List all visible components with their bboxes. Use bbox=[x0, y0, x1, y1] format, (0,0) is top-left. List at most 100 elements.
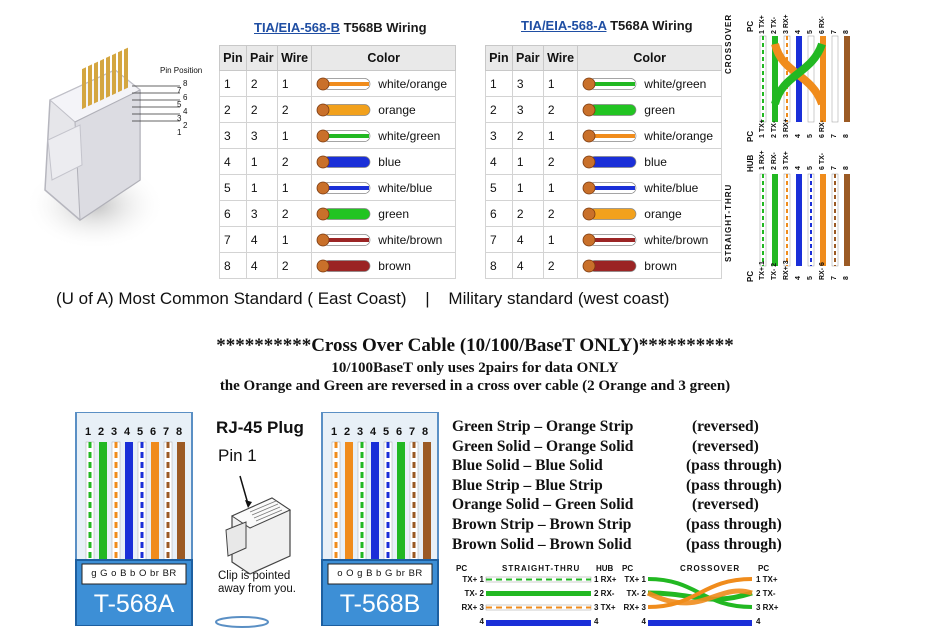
color-label: white/green bbox=[378, 128, 441, 143]
color-label: orange bbox=[644, 206, 682, 221]
side-pin-label: 4 bbox=[795, 276, 802, 280]
side-pin-label: 7 bbox=[831, 276, 838, 280]
wire-cell: 2 bbox=[276, 96, 313, 123]
wire-swatch-group: white/green bbox=[316, 129, 449, 143]
wire-color-swatch-icon bbox=[582, 155, 637, 168]
side-pin-label: 1 TX+ bbox=[759, 119, 766, 138]
bottom-pin-label: 1 TX+ bbox=[756, 575, 778, 584]
side-pin-label: 6 RX- bbox=[819, 16, 826, 34]
color-label: white/blue bbox=[644, 180, 699, 195]
pair-cell: 2 bbox=[511, 200, 544, 227]
pair-cell: 4 bbox=[245, 252, 278, 279]
color-cell: white/orange bbox=[577, 122, 722, 149]
pair-mapping-text: Brown Solid – Brown Solid bbox=[452, 535, 632, 553]
side-pin-label: 6 RX- bbox=[819, 120, 826, 138]
table-row: 3 2 1 white/orange bbox=[485, 122, 722, 149]
table-row: 7 4 1 white/brown bbox=[485, 226, 722, 253]
pin-cell: 5 bbox=[219, 174, 247, 201]
column-header: Pair bbox=[245, 45, 278, 71]
wire-cell: 2 bbox=[276, 148, 313, 175]
pin-cell: 8 bbox=[485, 252, 513, 279]
side-pin-label: 8 bbox=[843, 166, 850, 170]
wire-cell: 1 bbox=[542, 70, 579, 97]
caption-east-coast: (U of A) Most Common Standard ( East Coa… bbox=[56, 289, 407, 308]
column-header: Color bbox=[577, 45, 722, 71]
side-pc-top-label: PC bbox=[746, 20, 755, 32]
side-pin-label: 5 bbox=[807, 134, 814, 138]
bottom-crossover-wires bbox=[646, 577, 753, 626]
color-label: white/orange bbox=[644, 128, 714, 143]
pin-number-5: 5 bbox=[177, 100, 182, 109]
side-pin-label: 1 RX+ bbox=[759, 150, 766, 170]
color-cell: green bbox=[311, 200, 456, 227]
pin-number-2: 2 bbox=[183, 121, 188, 130]
wire-swatch-group: orange bbox=[582, 207, 715, 221]
wire-cell: 2 bbox=[542, 148, 579, 175]
rj45-pin1-label: Pin 1 bbox=[218, 446, 257, 465]
pair-mapping-list: Green Strip – Orange Strip (reversed) Gree… bbox=[452, 418, 812, 558]
wire-cell: 1 bbox=[276, 122, 313, 149]
wire-color-swatch-icon bbox=[316, 181, 371, 194]
wire-swatch-group: white/orange bbox=[582, 129, 715, 143]
wire-swatch-group: white/green bbox=[582, 77, 715, 91]
wire-color-swatch-icon bbox=[316, 129, 371, 142]
bottom-pin-label: TX+ 1 bbox=[462, 575, 484, 584]
t568a-table-container: Pin Pair Wire Color 1 3 1 white/green 2 3 2 green 3 2… bbox=[485, 45, 722, 279]
connector-pin-number: 6 bbox=[396, 426, 403, 438]
pin-cell: 2 bbox=[485, 96, 513, 123]
side-crossover-label: CROSSOVER bbox=[724, 13, 733, 74]
wire-color-swatch-icon bbox=[316, 207, 371, 220]
pair-cell: 4 bbox=[511, 226, 544, 253]
color-cell: orange bbox=[311, 96, 456, 123]
wire-swatch-group: green bbox=[316, 207, 449, 221]
rj45-clip-note: Clip is pointed away from you. bbox=[218, 570, 296, 595]
side-pc-bottom-label: PC bbox=[746, 270, 755, 282]
wire-swatch-group: white/brown bbox=[316, 233, 449, 247]
wire-color-swatch-icon bbox=[582, 259, 637, 272]
side-pin-label: 3 RX+ bbox=[783, 118, 790, 138]
pin-cell: 4 bbox=[485, 148, 513, 175]
crossover-line-1: 10/100BaseT only uses 2pairs for data ON… bbox=[331, 360, 619, 376]
color-label: blue bbox=[378, 154, 401, 169]
table-row: 1 3 1 white/green bbox=[485, 70, 722, 97]
wire-swatch-group: brown bbox=[582, 259, 715, 273]
rj45-plug-photo-illustration bbox=[25, 47, 180, 250]
pair-mapping-status: (reversed) bbox=[692, 437, 759, 455]
side-pin-label: 5 bbox=[807, 166, 814, 170]
t568b-label: T-568B bbox=[339, 590, 421, 618]
wire-color-swatch-icon bbox=[316, 233, 371, 246]
color-label: brown bbox=[644, 258, 677, 273]
column-header: Wire bbox=[276, 45, 313, 71]
side-pin-label: 8 bbox=[843, 276, 850, 280]
t568b-title-text: T568B Wiring bbox=[343, 20, 427, 35]
bottom-left-title: STRAIGHT-THRU bbox=[502, 564, 581, 573]
rj45-title: RJ-45 Plug bbox=[216, 418, 304, 437]
pair-cell: 1 bbox=[245, 148, 278, 175]
caption-west-coast: Military standard (west coast) bbox=[448, 289, 670, 308]
pair-cell: 2 bbox=[511, 122, 544, 149]
side-pin-label: RX- 6 bbox=[819, 262, 826, 280]
pair-mapping-text: Brown Strip – Brown Strip bbox=[452, 516, 632, 533]
color-label: brown bbox=[378, 258, 411, 273]
pair-mapping-status: (reversed) bbox=[692, 418, 759, 435]
pin-number-4: 4 bbox=[183, 107, 188, 116]
crossover-line-2: the Orange and Green are reversed in a c… bbox=[219, 378, 731, 394]
wire-color-swatch-icon bbox=[316, 155, 371, 168]
table-row: 5 1 1 white/blue bbox=[219, 174, 456, 201]
color-label: green bbox=[644, 102, 675, 117]
side-pin-label: 3 TX+ bbox=[783, 151, 790, 170]
wire-color-swatch-icon bbox=[582, 77, 637, 90]
side-pin-label: 6 TX- bbox=[819, 152, 826, 170]
connector-pin-number: 4 bbox=[124, 426, 131, 438]
table-row: 2 3 2 green bbox=[485, 96, 722, 123]
pair-cell: 3 bbox=[245, 200, 278, 227]
column-header: Color bbox=[311, 45, 456, 71]
table-row: 4 1 2 blue bbox=[485, 148, 722, 175]
wire-cell: 1 bbox=[542, 226, 579, 253]
side-hub-label: HUB bbox=[746, 154, 755, 172]
pair-cell: 3 bbox=[511, 96, 544, 123]
wire-swatch-group: orange bbox=[316, 103, 449, 117]
bottom-pin-label: TX- 2 bbox=[464, 589, 484, 598]
bottom-pin-label: RX+ 3 bbox=[623, 603, 646, 612]
wire-cell: 2 bbox=[542, 96, 579, 123]
